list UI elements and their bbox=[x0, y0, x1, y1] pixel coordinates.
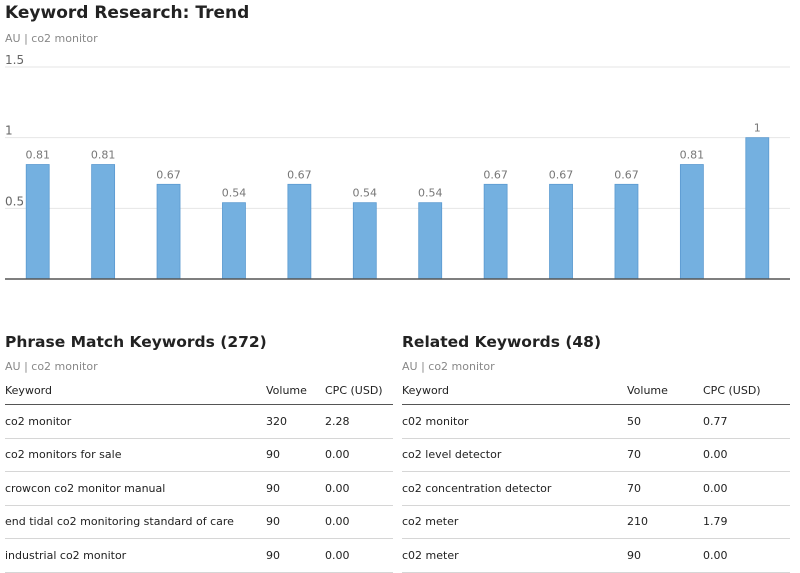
table-row[interactable]: crowcon co2 monitor manual 90 0.00 bbox=[5, 471, 393, 506]
table-header-row: Keyword Volume CPC (USD) bbox=[5, 377, 393, 405]
volume-cell: 90 bbox=[266, 505, 325, 539]
bar-value-label: 0.54 bbox=[353, 187, 378, 200]
keyword-cell[interactable]: crowcon co2 monitor manual bbox=[5, 471, 266, 506]
bar bbox=[549, 183, 573, 280]
keyword-cell[interactable]: end tidal co2 monitoring standard of car… bbox=[5, 505, 266, 539]
bar bbox=[614, 183, 639, 280]
volume-cell: 70 bbox=[627, 471, 703, 506]
phrase-match-table: Keyword Volume CPC (USD) co2 monitor 320… bbox=[5, 377, 393, 573]
phrase-match-title: Phrase Match Keywords (272) bbox=[5, 333, 267, 351]
phrase-match-panel: Phrase Match Keywords (272) AU | co2 mon… bbox=[5, 330, 393, 573]
volume-cell: 320 bbox=[266, 404, 325, 439]
bar-value-label: 0.67 bbox=[549, 168, 574, 181]
y-tick-label: 1.5 bbox=[5, 55, 24, 67]
column-header-volume[interactable]: Volume bbox=[266, 377, 325, 405]
volume-cell: 90 bbox=[266, 471, 325, 506]
column-header-keyword[interactable]: Keyword bbox=[402, 377, 627, 405]
bar-value-label: 0.67 bbox=[156, 168, 181, 181]
page-subtitle: AU | co2 monitor bbox=[5, 32, 98, 45]
y-tick-label: 1 bbox=[5, 124, 13, 138]
cpc-cell: 0.00 bbox=[325, 438, 393, 472]
cpc-cell: 1.79 bbox=[703, 505, 790, 539]
related-keywords-panel: Related Keywords (48) AU | co2 monitor K… bbox=[402, 330, 790, 573]
bar bbox=[287, 183, 312, 280]
keyword-cell[interactable]: co2 concentration detector bbox=[402, 471, 627, 506]
bar bbox=[352, 202, 377, 280]
keyword-cell[interactable]: co2 monitors for sale bbox=[5, 438, 266, 472]
cpc-cell: 2.28 bbox=[325, 404, 393, 439]
bar bbox=[745, 137, 770, 280]
y-tick-label: 0.5 bbox=[5, 194, 24, 208]
volume-cell: 90 bbox=[627, 538, 703, 573]
volume-cell: 50 bbox=[627, 404, 703, 439]
table-row[interactable]: co2 meter 210 1.79 bbox=[402, 505, 790, 539]
keyword-cell[interactable]: c02 meter bbox=[402, 538, 627, 573]
keyword-cell[interactable]: industrial co2 monitor bbox=[5, 538, 266, 573]
cpc-cell: 0.00 bbox=[325, 538, 393, 573]
keyword-cell[interactable]: c02 monitor bbox=[402, 404, 627, 439]
keyword-cell[interactable]: co2 meter bbox=[402, 505, 627, 539]
related-keywords-table: Keyword Volume CPC (USD) c02 monitor 50 … bbox=[402, 377, 790, 573]
table-row[interactable]: co2 monitor 320 2.28 bbox=[5, 404, 393, 439]
volume-cell: 70 bbox=[627, 438, 703, 472]
table-row[interactable]: co2 monitors for sale 90 0.00 bbox=[5, 438, 393, 472]
column-header-cpc[interactable]: CPC (USD) bbox=[325, 377, 393, 405]
bar bbox=[25, 164, 50, 280]
table-row[interactable]: industrial co2 monitor 90 0.00 bbox=[5, 538, 393, 573]
bar-value-label: 0.81 bbox=[680, 149, 705, 162]
table-row[interactable]: end tidal co2 monitoring standard of car… bbox=[5, 505, 393, 539]
bar-value-label: 0.54 bbox=[418, 187, 443, 200]
cpc-cell: 0.00 bbox=[703, 471, 790, 506]
bar-value-label: 0.67 bbox=[483, 168, 508, 181]
bar-value-label: 0.67 bbox=[614, 168, 639, 181]
bar-value-label: 0.81 bbox=[25, 149, 50, 162]
column-header-keyword[interactable]: Keyword bbox=[5, 377, 266, 405]
phrase-match-subtitle: AU | co2 monitor bbox=[5, 360, 98, 373]
volume-cell: 90 bbox=[266, 538, 325, 573]
cpc-cell: 0.00 bbox=[325, 505, 393, 539]
page-title: Keyword Research: Trend bbox=[5, 3, 250, 23]
volume-cell: 90 bbox=[266, 438, 325, 472]
bar-value-label: 1 bbox=[754, 122, 761, 135]
volume-cell: 210 bbox=[627, 505, 703, 539]
trend-bar-chart: 0.5 1 1.5 0.81 0.81 0.67 0.54 0.67 0.54 0.54 0.67 0… bbox=[5, 55, 790, 280]
table-row[interactable]: co2 level detector 70 0.00 bbox=[402, 438, 790, 472]
table-header-row: Keyword Volume CPC (USD) bbox=[402, 377, 790, 405]
bar-value-label: 0.67 bbox=[287, 168, 312, 181]
bar-value-label: 0.54 bbox=[222, 187, 247, 200]
bar bbox=[156, 183, 181, 280]
cpc-cell: 0.00 bbox=[703, 438, 790, 472]
cpc-cell: 0.00 bbox=[703, 538, 790, 573]
bar bbox=[91, 164, 116, 280]
table-row[interactable]: c02 meter 90 0.00 bbox=[402, 538, 790, 573]
bar bbox=[679, 164, 704, 280]
bar bbox=[483, 183, 508, 280]
table-row[interactable]: c02 monitor 50 0.77 bbox=[402, 404, 790, 439]
table-row[interactable]: co2 concentration detector 70 0.00 bbox=[402, 471, 790, 506]
related-keywords-title: Related Keywords (48) bbox=[402, 333, 602, 351]
bar bbox=[418, 202, 443, 280]
keyword-cell[interactable]: co2 level detector bbox=[402, 438, 627, 472]
cpc-cell: 0.77 bbox=[703, 404, 790, 439]
keyword-cell[interactable]: co2 monitor bbox=[5, 404, 266, 439]
related-keywords-subtitle: AU | co2 monitor bbox=[402, 360, 495, 373]
bar bbox=[222, 202, 246, 280]
column-header-cpc[interactable]: CPC (USD) bbox=[703, 377, 790, 405]
cpc-cell: 0.00 bbox=[325, 471, 393, 506]
bar-value-label: 0.81 bbox=[91, 149, 116, 162]
column-header-volume[interactable]: Volume bbox=[627, 377, 703, 405]
